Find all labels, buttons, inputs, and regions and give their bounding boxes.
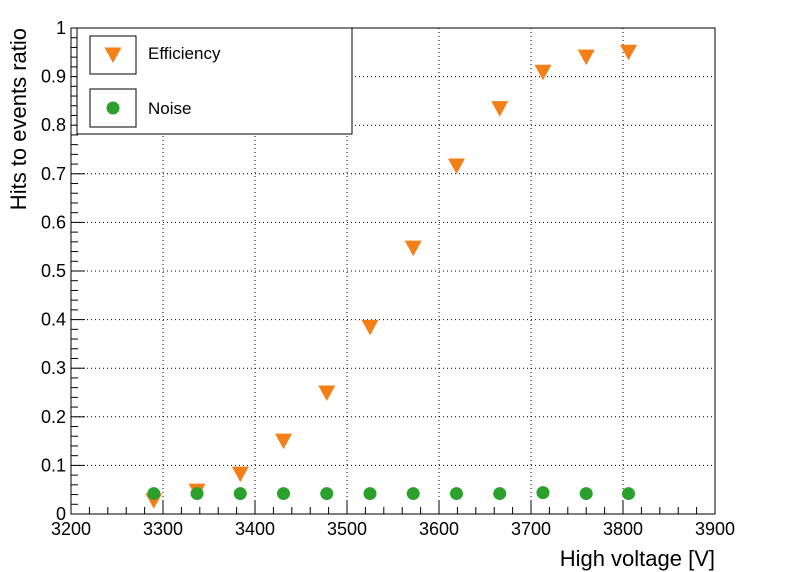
- x-tick-label: 3300: [143, 519, 183, 539]
- legend-box: [76, 27, 353, 135]
- noise-point: [277, 487, 291, 501]
- y-tick-label: 0.9: [41, 67, 66, 87]
- y-tick-label: 0.1: [41, 455, 66, 475]
- x-tick-labels: 3200 3300 3400 3500 3600 3700 3800 3900: [51, 519, 735, 539]
- efficiency-point: [577, 49, 595, 66]
- legend-marker-efficiency: [104, 47, 122, 63]
- legend-label-efficiency: Efficiency: [148, 44, 221, 63]
- axis-ticks: [70, 27, 716, 515]
- y-tick-label: 0: [56, 504, 66, 524]
- y-tick-label: 0.6: [41, 212, 66, 232]
- noise-point: [190, 487, 204, 501]
- y-tick-label: 0.8: [41, 115, 66, 135]
- noise-point: [406, 487, 420, 501]
- x-tick-label: 3500: [327, 519, 367, 539]
- x-axis-title: High voltage [V]: [560, 546, 715, 571]
- noise-point: [449, 487, 463, 501]
- y-axis-title: Hits to events ratio: [6, 28, 31, 210]
- noise-point: [363, 487, 377, 501]
- noise-point: [233, 487, 247, 501]
- efficiency-point: [491, 101, 509, 117]
- noise-point: [493, 487, 507, 501]
- y-tick-labels: 0 0.1 0.2 0.3 0.4 0.5 0.6 0.7 0.8 0.9 1: [41, 18, 66, 524]
- legend-swatch-noise: [89, 88, 137, 128]
- noise-point: [320, 487, 334, 501]
- x-tick-label: 3800: [603, 519, 643, 539]
- efficiency-point: [404, 240, 422, 257]
- y-tick-label: 1: [56, 18, 66, 38]
- y-tick-label: 0.2: [41, 407, 66, 427]
- y-tick-label: 0.3: [41, 358, 66, 378]
- efficiency-point: [318, 385, 336, 401]
- x-tick-label: 3700: [511, 519, 551, 539]
- data-marks: [145, 44, 638, 509]
- efficiency-point: [275, 433, 293, 450]
- efficiency-point: [231, 466, 249, 483]
- grid: [71, 28, 715, 514]
- noise-point: [536, 486, 550, 500]
- legend: Efficiency Noise: [76, 27, 353, 135]
- efficiency-point: [361, 319, 379, 336]
- noise-point: [579, 487, 593, 501]
- legend-label-noise: Noise: [148, 99, 191, 118]
- efficiency-point: [534, 64, 552, 81]
- x-tick-label: 3400: [235, 519, 275, 539]
- x-tick-label: 3900: [695, 519, 735, 539]
- x-tick-label: 3200: [51, 519, 91, 539]
- x-tick-label: 3600: [419, 519, 459, 539]
- efficiency-point: [620, 44, 638, 61]
- legend-marker-noise: [106, 101, 120, 115]
- y-tick-label: 0.4: [41, 310, 66, 330]
- y-tick-label: 0.5: [41, 261, 66, 281]
- noise-point: [147, 487, 161, 501]
- efficiency-point: [447, 158, 465, 175]
- noise-point: [622, 487, 636, 501]
- y-tick-label: 0.7: [41, 164, 66, 184]
- legend-swatch-efficiency: [89, 35, 137, 75]
